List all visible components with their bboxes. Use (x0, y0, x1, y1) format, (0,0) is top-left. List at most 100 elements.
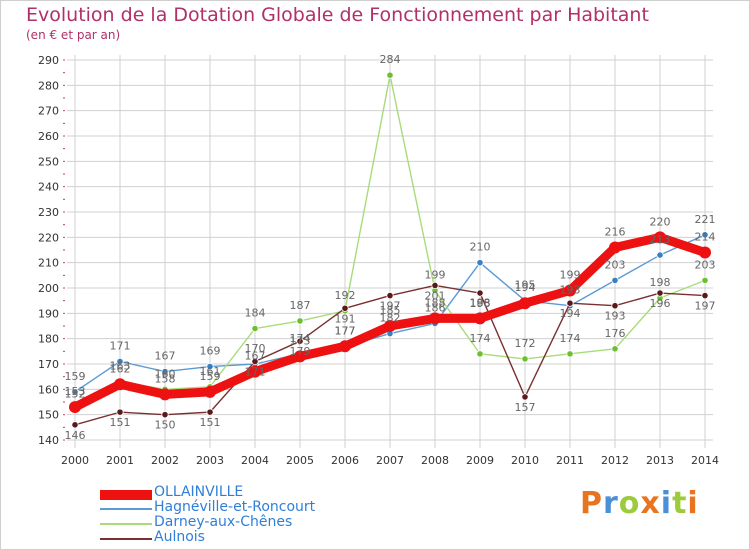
data-point-ollainville (339, 340, 351, 353)
data-label-darney-aux-chenes: 161 (200, 365, 221, 378)
x-tick-label: 2014 (691, 454, 719, 467)
data-point-aulnois (611, 302, 619, 310)
x-tick-label: 2001 (106, 454, 134, 467)
data-point-hagneville-et-roncourt (116, 357, 124, 366)
data-point-ollainville (294, 350, 306, 363)
data-label-darney-aux-chenes: 184 (245, 307, 266, 320)
data-label-aulnois: 171 (245, 365, 266, 378)
data-label-aulnois: 193 (605, 310, 626, 323)
data-point-ollainville (159, 388, 171, 401)
y-tick-label: 190 (38, 307, 59, 320)
y-tick-label: 230 (38, 206, 59, 219)
data-label-darney-aux-chenes: 284 (380, 53, 401, 66)
data-label-darney-aux-chenes: 172 (515, 337, 536, 350)
data-point-aulnois (431, 281, 439, 290)
data-label-aulnois: 198 (470, 297, 491, 310)
brand-logo-letter: x (640, 486, 661, 521)
legend-swatch-aulnois (100, 538, 152, 540)
data-point-hagneville-et-roncourt (206, 362, 214, 371)
data-label-ollainville: 167 (245, 350, 266, 363)
data-point-ollainville (249, 365, 261, 378)
data-label-darney-aux-chenes: 187 (290, 299, 311, 312)
data-point-ollainville (654, 231, 666, 244)
data-point-aulnois (116, 408, 124, 416)
data-label-darney-aux-chenes: 198 (650, 276, 671, 289)
data-point-ollainville (114, 378, 126, 391)
data-point-aulnois (476, 289, 484, 297)
data-label-aulnois: 150 (155, 419, 176, 432)
data-point-aulnois (656, 289, 664, 297)
data-label-darney-aux-chenes: 152 (65, 388, 86, 401)
data-label-hagneville-et-roncourt: 193 (560, 284, 581, 297)
data-point-hagneville-et-roncourt (701, 231, 709, 239)
brand-logo-letter: o (618, 486, 641, 521)
data-label-darney-aux-chenes: 174 (560, 332, 581, 345)
legend-label-aulnois: Aulnois (154, 529, 205, 545)
brand-logo-letter: i (687, 486, 699, 521)
x-tick-label: 2010 (511, 454, 539, 467)
data-point-ollainville (609, 241, 621, 254)
data-label-aulnois: 157 (515, 401, 536, 414)
data-label-ollainville: 159 (200, 370, 221, 383)
data-point-darney-aux-chenes (566, 350, 574, 358)
data-label-aulnois: 179 (290, 345, 311, 358)
data-label-aulnois: 151 (200, 416, 221, 429)
data-label-hagneville-et-roncourt: 169 (200, 345, 221, 358)
data-label-aulnois: 146 (65, 429, 86, 442)
x-tick-label: 2006 (331, 454, 359, 467)
brand-logo-letter: P (580, 486, 603, 521)
data-label-darney-aux-chenes: 199 (425, 269, 446, 282)
data-label-darney-aux-chenes: 163 (110, 360, 131, 373)
data-label-ollainville: 162 (110, 362, 131, 375)
legend-label-hagneville: Hagnéville-et-Roncourt (154, 499, 316, 515)
data-label-darney-aux-chenes: 203 (695, 258, 716, 271)
y-tick-label: 290 (38, 54, 59, 67)
data-label-ollainville: 173 (290, 334, 311, 347)
y-tick-label: 210 (38, 257, 59, 270)
x-tick-label: 2003 (196, 454, 224, 467)
data-label-aulnois: 151 (110, 416, 131, 429)
data-point-darney-aux-chenes (521, 355, 529, 363)
axis-layer: 140 150 160 170 180 190 200 210 220 230 240 250 260 2… (38, 54, 719, 467)
data-point-darney-aux-chenes (386, 71, 394, 79)
data-point-aulnois (251, 357, 259, 366)
x-tick-label: 2007 (376, 454, 404, 467)
data-point-aulnois (296, 337, 304, 345)
y-tick-label: 240 (38, 181, 59, 194)
data-label-ollainville: 188 (470, 296, 491, 309)
data-point-ollainville (429, 312, 441, 325)
y-tick-label: 220 (38, 231, 59, 244)
y-tick-label: 180 (38, 333, 59, 346)
data-point-aulnois (521, 393, 529, 401)
x-tick-label: 2012 (601, 454, 629, 467)
data-label-darney-aux-chenes: 160 (155, 367, 176, 380)
label-layer: 159 171 167 169 170 174 177 182 186 210 195 193 203 2… (65, 53, 716, 442)
data-label-darney-aux-chenes: 192 (335, 289, 356, 302)
x-tick-label: 2008 (421, 454, 449, 467)
y-tick-label: 140 (38, 434, 59, 447)
data-point-hagneville-et-roncourt (656, 251, 664, 259)
x-tick-label: 2002 (151, 454, 179, 467)
data-point-aulnois (341, 304, 349, 312)
data-label-ollainville: 188 (425, 296, 446, 309)
data-label-hagneville-et-roncourt: 213 (650, 233, 671, 246)
data-label-hagneville-et-roncourt: 171 (110, 339, 131, 352)
data-label-hagneville-et-roncourt: 195 (515, 279, 536, 292)
data-point-darney-aux-chenes (701, 276, 709, 284)
data-label-hagneville-et-roncourt: 221 (695, 213, 716, 226)
data-label-aulnois: 197 (695, 300, 716, 313)
y-tick-label: 260 (38, 130, 59, 143)
data-point-ollainville (564, 284, 576, 297)
data-label-aulnois: 194 (560, 307, 581, 320)
data-label-hagneville-et-roncourt: 203 (605, 258, 626, 271)
x-tick-label: 2000 (61, 454, 89, 467)
data-point-hagneville-et-roncourt (71, 388, 79, 396)
chart-title: Evolution de la Dotation Globale de Fonc… (26, 4, 649, 26)
data-label-ollainville: 194 (515, 281, 536, 294)
data-point-aulnois (206, 408, 214, 416)
data-point-aulnois (701, 291, 709, 300)
data-label-ollainville: 177 (335, 324, 356, 337)
brand-logo[interactable]: Proxiti (580, 486, 699, 521)
legend-swatch-hagneville (100, 508, 152, 510)
